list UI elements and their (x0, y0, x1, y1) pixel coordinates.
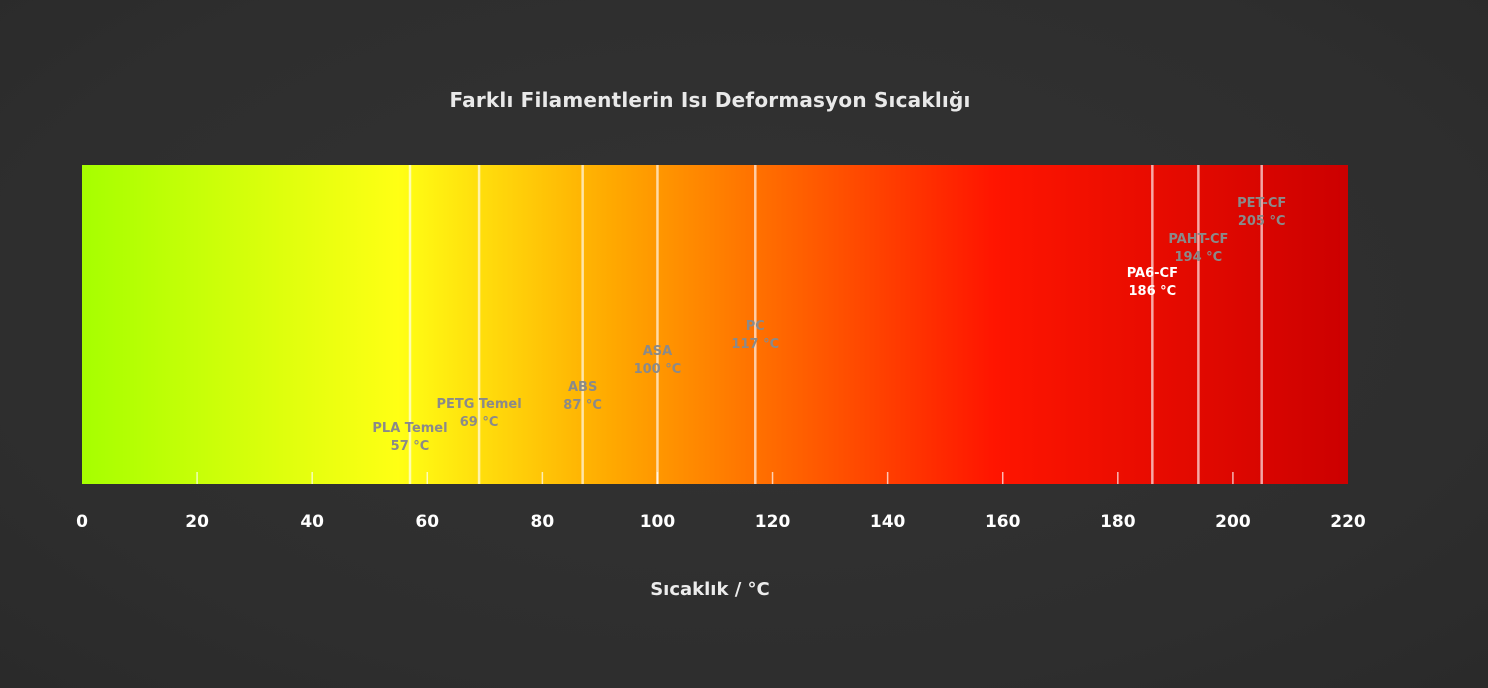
x-tick-label: 100 (640, 512, 676, 532)
chart-title: Farklı Filamentlerin Isı Deformasyon Sıc… (449, 88, 971, 112)
x-tick-label: 160 (985, 512, 1021, 532)
marker-name-label: PC (746, 319, 765, 334)
heat-gradient-band (82, 165, 1348, 484)
marker-name-label: PET-CF (1237, 196, 1286, 211)
marker-value-label: 186 °C (1128, 284, 1176, 299)
marker-name-label: ASA (643, 344, 673, 359)
x-axis-label: Sıcaklık / °C (650, 579, 770, 600)
marker-name-label: ABS (568, 380, 597, 395)
marker-name-label: PA6-CF (1127, 266, 1178, 281)
x-tick-label: 200 (1215, 512, 1251, 532)
x-tick-label: 120 (755, 512, 791, 532)
marker-name-label: PLA Temel (372, 421, 447, 436)
x-tick-label: 0 (76, 512, 88, 532)
marker-value-label: 205 °C (1238, 214, 1286, 229)
marker-value-label: 100 °C (634, 362, 682, 377)
x-tick-label: 20 (185, 512, 209, 532)
x-tick-label: 140 (870, 512, 906, 532)
marker-value-label: 57 °C (391, 439, 430, 454)
marker-value-label: 194 °C (1175, 250, 1223, 265)
x-tick-label: 60 (415, 512, 439, 532)
x-tick-label: 220 (1330, 512, 1366, 532)
marker-value-label: 69 °C (460, 415, 499, 430)
x-tick-label: 40 (300, 512, 324, 532)
x-tick-label: 180 (1100, 512, 1136, 532)
x-tick-label: 80 (531, 512, 555, 532)
marker-name-label: PAHT-CF (1168, 232, 1228, 247)
marker-value-label: 117 °C (731, 337, 779, 352)
marker-value-label: 87 °C (563, 398, 602, 413)
marker-name-label: PETG Temel (436, 397, 521, 412)
